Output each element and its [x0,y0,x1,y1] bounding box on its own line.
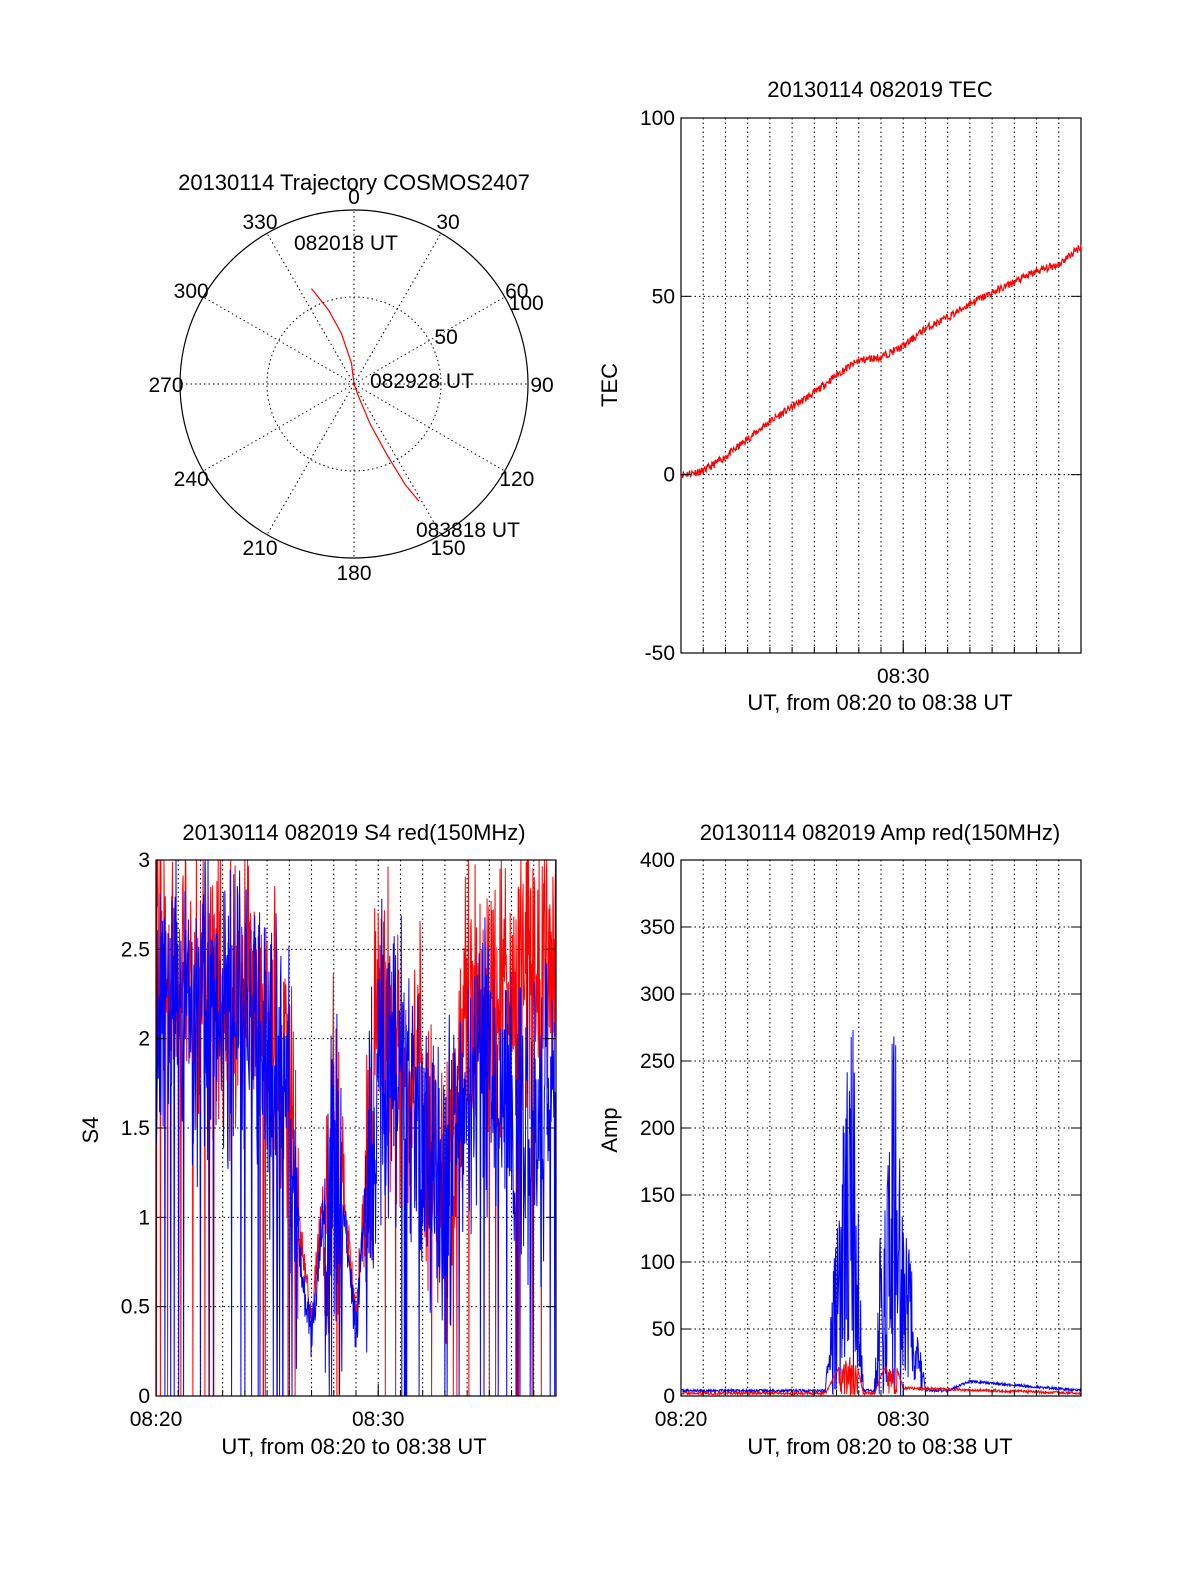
polar-angle-label: 150 [430,537,465,560]
s4-panel: 20130114 082019 S4 red(150MHz) 0 0.5 1 1.5 2… [78,820,557,1459]
annotation-middle: 082928 UT [370,370,474,393]
polar-angle-label: 30 [436,211,459,234]
amp-red-series [680,1356,1082,1397]
polar-radial-label: 50 [434,326,457,349]
y-tick-label: 2 [138,1028,150,1051]
y-tick-label: 350 [640,916,675,939]
polar-title: 20130114 Trajectory COSMOS2407 [178,170,530,195]
annotation-end: 083818 UT [416,519,520,542]
y-tick-label: 3 [138,849,150,872]
polar-angle-label: 330 [242,211,277,234]
polar-angle-label: 90 [530,374,553,397]
x-tick-label: 08:30 [352,1408,405,1431]
tec-ylabel: TEC [597,363,622,407]
amp-blue-series [680,1029,1082,1396]
polar-angle-label: 300 [174,280,209,303]
y-tick-label: 100 [640,1251,675,1274]
y-tick-label: 200 [640,1117,675,1140]
s4-title: 20130114 082019 S4 red(150MHz) [182,820,525,845]
y-tick-label: 400 [640,849,675,872]
y-tick-label: 250 [640,1050,675,1073]
y-tick-label: 0 [138,1385,150,1408]
s4-xlabel: UT, from 08:20 to 08:38 UT [221,1434,486,1459]
polar-angle-label: 0 [348,186,360,209]
tec-xlabel: UT, from 08:20 to 08:38 UT [747,690,1012,715]
amp-panel: 20130114 082019 Amp red(150MHz) 0 50 100 15… [597,820,1082,1459]
y-tick-label: 150 [640,1184,675,1207]
y-tick-label: 50 [652,285,675,308]
y-tick-label: 0 [663,464,675,487]
polar-angle-label: 210 [242,537,277,560]
x-tick-label: 08:30 [877,665,930,688]
polar-angle-label: 60 [505,280,528,303]
polar-angle-label: 270 [148,374,183,397]
polar-radial-label: 100 [509,292,544,315]
annotation-start: 082018 UT [294,232,398,255]
polar-angle-label: 180 [336,562,371,585]
x-tick-label: 08:20 [655,1408,708,1431]
tec-title: 20130114 082019 TEC [767,77,993,102]
tec-panel: 20130114 082019 TEC -50 0 50 100 08:30 UT, … [597,77,1082,715]
s4-blue-series [155,859,557,1397]
polar-outer-circle [179,209,529,559]
trajectory-line [311,288,420,502]
polar-spoke [266,233,355,385]
amp-xlabel: UT, from 08:20 to 08:38 UT [747,1434,1012,1459]
tec-series-line [680,244,1082,479]
x-tick-label: 08:20 [130,1408,183,1431]
y-tick-label: -50 [645,642,675,665]
y-tick-label: 2.5 [121,938,150,961]
y-tick-label: 1.5 [121,1117,150,1140]
polar-spoke [266,383,355,535]
s4-ylabel: S4 [78,1117,103,1144]
polar-angle-label: 240 [174,468,209,491]
y-tick-label: 50 [652,1318,675,1341]
polar-angle-label: 120 [499,468,534,491]
x-tick-label: 08:30 [877,1408,930,1431]
polar-spoke [203,296,355,385]
y-tick-label: 100 [640,107,675,130]
y-tick-label: 0 [663,1385,675,1408]
polar-spoke [203,383,355,472]
y-tick-label: 1 [138,1206,150,1229]
amp-title: 20130114 082019 Amp red(150MHz) [700,820,1060,845]
y-tick-label: 300 [640,983,675,1006]
amp-ylabel: Amp [597,1107,622,1152]
polar-trajectory-panel: 20130114 Trajectory COSMOS2407 0 30 60 90 12… [148,170,553,585]
y-tick-label: 0.5 [121,1296,150,1319]
polar-ring [266,296,442,472]
